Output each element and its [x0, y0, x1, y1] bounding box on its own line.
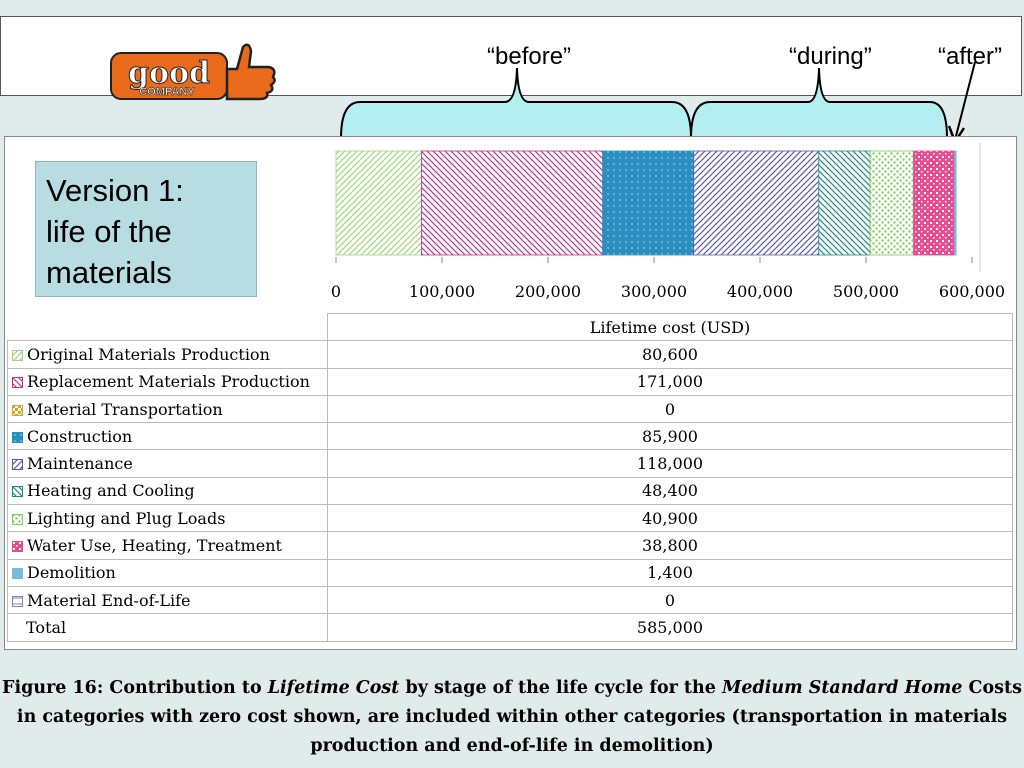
series-label: Original Materials Production	[27, 344, 270, 364]
caption-italic-1: Lifetime Cost	[267, 678, 400, 698]
series-value: 80,600	[327, 340, 1013, 369]
total-label: Total	[26, 617, 67, 637]
series-value: 40,900	[327, 504, 1013, 533]
series-label: Material Transportation	[27, 399, 223, 419]
legend-swatch-icon	[12, 404, 23, 416]
version-line-3: materials	[46, 255, 172, 290]
table-row: Lighting and Plug Loads 40,900	[7, 504, 1013, 533]
table-row: Replacement Materials Production 171,000	[7, 367, 1013, 396]
legend-swatch-icon	[12, 486, 23, 498]
x-tick-label: 0	[331, 282, 341, 301]
version-line-2: life of the	[46, 214, 172, 249]
legend-swatch-icon	[12, 459, 23, 471]
version-box: Version 1: life of the materials	[35, 161, 257, 297]
series-label: Material End-of-Life	[27, 590, 191, 610]
table-row: Demolition 1,400	[7, 558, 1013, 587]
bar-segment-9	[954, 150, 957, 256]
legend-swatch-icon	[12, 541, 23, 553]
caption-rest: Costs in categories with zero cost shown…	[16, 678, 1022, 756]
series-label: Water Use, Heating, Treatment	[27, 536, 282, 556]
stacked-bar-chart: 0 100,000 200,000 300,000 400,000 500,000 600,…	[331, 143, 1005, 301]
series-value: 171,000	[327, 367, 1013, 396]
table-row: Construction 85,900	[7, 422, 1013, 451]
bar-segments	[335, 150, 957, 256]
table-row: Material End-of-Life 0	[7, 585, 1013, 615]
series-label: Maintenance	[27, 454, 133, 474]
brace-during	[690, 67, 948, 139]
version-line-1: Version 1:	[46, 173, 184, 208]
table-header: Lifetime cost (USD)	[327, 312, 1013, 342]
legend-swatch-icon	[12, 377, 23, 389]
series-value: 0	[327, 585, 1013, 615]
thumbs-up-icon	[225, 43, 276, 101]
legend-swatch-icon	[12, 568, 23, 580]
table-row: Maintenance 118,000	[7, 449, 1013, 478]
table-total-row: Total 585,000	[7, 613, 1013, 642]
series-label: Construction	[27, 426, 133, 446]
series-label: Lighting and Plug Loads	[27, 508, 226, 528]
logo-word-bottom: COMPANY	[139, 86, 195, 98]
x-tick-label: 100,000	[409, 282, 475, 301]
series-value: 38,800	[327, 531, 1013, 560]
figure-caption: Figure 16: Contribution to Lifetime Cost…	[0, 674, 1024, 761]
legend-swatch-icon	[12, 431, 23, 443]
x-tick-label: 400,000	[727, 282, 793, 301]
bar-segment-7	[869, 150, 914, 256]
series-label: Demolition	[27, 563, 116, 583]
table-row: Heating and Cooling 48,400	[7, 476, 1013, 506]
top-banner: good COMPANY “before” “during” “after”	[0, 16, 1022, 101]
x-tick-label: 500,000	[833, 282, 899, 301]
table-row: Original Materials Production 80,600	[7, 340, 1013, 369]
bar-segment-6	[818, 150, 871, 256]
legend-swatch-icon	[12, 349, 23, 361]
bar-segment-4	[602, 150, 695, 256]
series-label: Heating and Cooling	[27, 481, 195, 501]
table-row: Material Transportation 0	[7, 394, 1013, 424]
x-tick-label: 200,000	[515, 282, 581, 301]
series-value: 85,900	[327, 422, 1013, 451]
series-value: 48,400	[327, 476, 1013, 506]
bar-segment-5	[693, 150, 820, 256]
stage-braces	[340, 61, 976, 145]
table-row: Water Use, Heating, Treatment 38,800	[7, 531, 1013, 560]
logo-word-top: good	[128, 56, 210, 91]
caption-prefix: Figure 16: Contribution to	[2, 678, 268, 698]
total-value: 585,000	[327, 613, 1013, 642]
series-value: 118,000	[327, 449, 1013, 478]
good-company-logo: good COMPANY	[110, 43, 276, 101]
series-label: Replacement Materials Production	[27, 372, 310, 392]
x-tick-label: 600,000	[939, 282, 1005, 301]
bar-segment-8	[913, 150, 956, 256]
series-value: 1,400	[327, 558, 1013, 587]
x-tick-label: 300,000	[621, 282, 687, 301]
bar-segment-1	[335, 150, 422, 256]
bar-segment-2	[421, 150, 604, 256]
stage-label-during: “during”	[789, 43, 872, 70]
stage-label-before: “before”	[487, 43, 572, 70]
arrow-after	[954, 61, 976, 141]
table-header-row: Lifetime cost (USD)	[7, 312, 1013, 342]
legend-swatch-icon	[12, 595, 23, 607]
x-axis-ticks: 0 100,000 200,000 300,000 400,000 500,000 600,…	[331, 257, 1005, 301]
chart-panel: Version 1: life of the materials 0 100,00…	[4, 136, 1017, 650]
cost-table: Lifetime cost (USD) Original Materials P…	[7, 312, 1013, 642]
stage-label-after: “after”	[938, 43, 1003, 70]
caption-middle: by stage of the life cycle for the	[399, 678, 722, 698]
series-value: 0	[327, 394, 1013, 424]
brace-before	[340, 67, 692, 139]
caption-italic-2: Medium Standard Home	[721, 678, 963, 698]
legend-swatch-icon	[12, 513, 23, 525]
